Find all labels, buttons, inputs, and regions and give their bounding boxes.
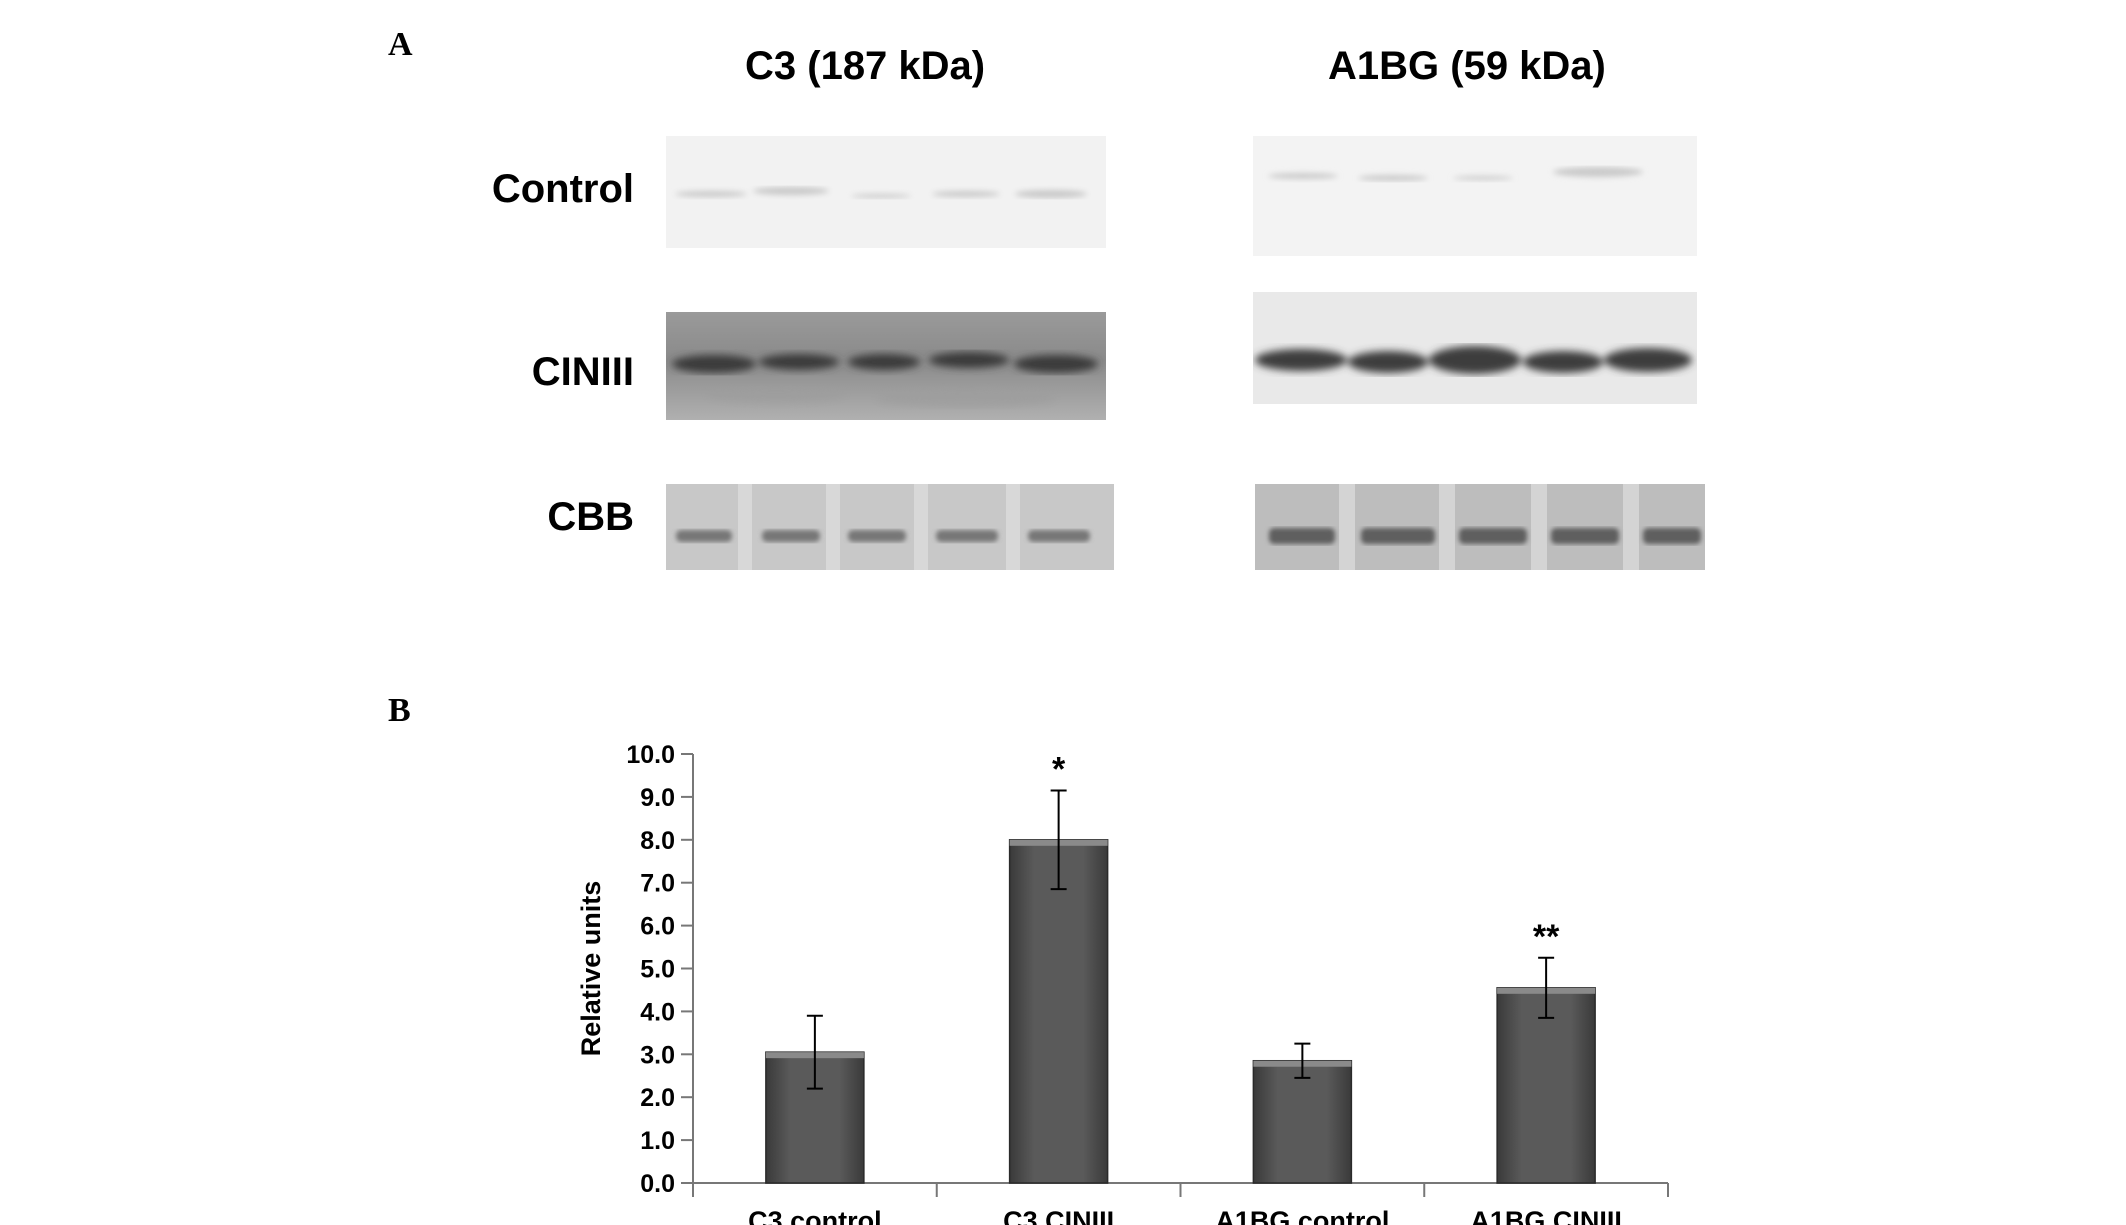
bar xyxy=(1252,1059,1353,1184)
row-label-control: Control xyxy=(491,167,634,211)
row-label-ciniii: CINIII xyxy=(531,350,634,394)
y-tick-label: 6.0 xyxy=(640,913,675,941)
x-category-label: A1BG control xyxy=(1215,1206,1389,1225)
a1bg-control-blot xyxy=(1253,136,1697,256)
y-tick-label: 10.0 xyxy=(626,741,675,769)
y-tick-label: 2.0 xyxy=(640,1084,675,1112)
y-tick-label: 5.0 xyxy=(640,956,675,984)
bar xyxy=(1496,987,1596,1184)
panel-b-letter: B xyxy=(388,692,411,729)
x-category-label: C3 control xyxy=(748,1206,882,1225)
c3-blot-title: C3 (187 kDa) xyxy=(745,44,986,88)
c3-cbb-gel xyxy=(666,484,1114,570)
x-category-label: C3 CINIII xyxy=(1003,1206,1114,1225)
panel-a-letter: A xyxy=(388,26,413,63)
significance-marker: ** xyxy=(1533,918,1560,956)
y-tick-label: 1.0 xyxy=(640,1127,675,1155)
c3-ciniii-blot xyxy=(666,312,1106,420)
x-category-label: A1BG CINIII xyxy=(1470,1206,1622,1225)
y-axis-label: Relative units xyxy=(576,881,606,1057)
y-tick-label: 3.0 xyxy=(640,1041,675,1069)
y-tick-label: 0.0 xyxy=(640,1170,675,1198)
y-tick-label: 8.0 xyxy=(640,827,675,855)
significance-marker: * xyxy=(1052,750,1066,788)
y-tick-label: 4.0 xyxy=(640,998,675,1026)
row-label-cbb: CBB xyxy=(547,495,634,539)
a1bg-cbb-gel xyxy=(1255,484,1705,570)
c3-control-blot xyxy=(666,136,1106,248)
a1bg-ciniii-blot xyxy=(1253,292,1697,404)
bar xyxy=(1008,839,1109,1184)
a1bg-blot-title: A1BG (59 kDa) xyxy=(1328,44,1606,88)
y-tick-label: 7.0 xyxy=(640,870,675,898)
y-tick-label: 9.0 xyxy=(640,784,675,812)
